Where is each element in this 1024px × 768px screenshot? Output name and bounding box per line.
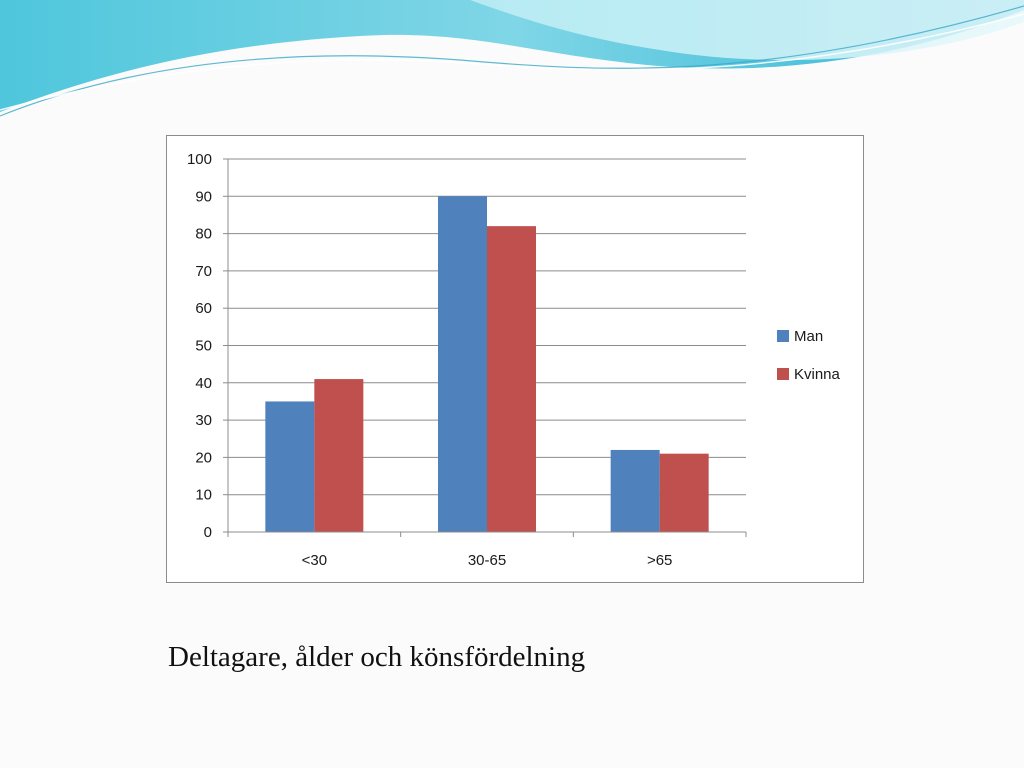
y-tick-label: 70 <box>195 263 212 280</box>
y-tick-label: 30 <box>195 412 212 429</box>
legend-label-man: Man <box>794 328 823 345</box>
bar-kvinna-2 <box>659 453 709 532</box>
y-tick-label: 20 <box>195 449 212 466</box>
bar-chart: 0 10 20 30 40 50 60 70 80 90 100 <30 30-65 >65 Man Kvi… <box>187 151 841 569</box>
decorative-wave-banner <box>0 0 1024 117</box>
legend-swatch-kvinna <box>777 368 789 380</box>
y-tick-label: 0 <box>204 524 212 541</box>
bar-man-0 <box>265 401 315 532</box>
slide-caption: Deltagare, ålder och könsfördelning <box>168 641 586 673</box>
y-tick-label: 90 <box>195 188 212 205</box>
legend-label-kvinna: Kvinna <box>794 366 841 383</box>
y-tick-label: 80 <box>195 226 212 243</box>
x-category-label: <30 <box>302 552 327 569</box>
bar-man-2 <box>610 449 660 532</box>
y-tick-label: 50 <box>195 338 212 355</box>
bar-kvinna-1 <box>487 226 536 532</box>
bar-kvinna-0 <box>314 379 364 532</box>
y-tick-label: 10 <box>195 487 212 504</box>
legend-swatch-man <box>777 330 789 342</box>
bar-man-1 <box>438 196 487 533</box>
chart-container: 0 10 20 30 40 50 60 70 80 90 100 <30 30-65 >65 Man Kvi… <box>166 135 864 583</box>
x-category-label: 30-65 <box>468 552 506 569</box>
y-tick-label: 40 <box>195 375 212 392</box>
y-tick-label: 60 <box>195 300 212 317</box>
x-category-label: >65 <box>647 552 672 569</box>
y-tick-label: 100 <box>187 151 212 168</box>
